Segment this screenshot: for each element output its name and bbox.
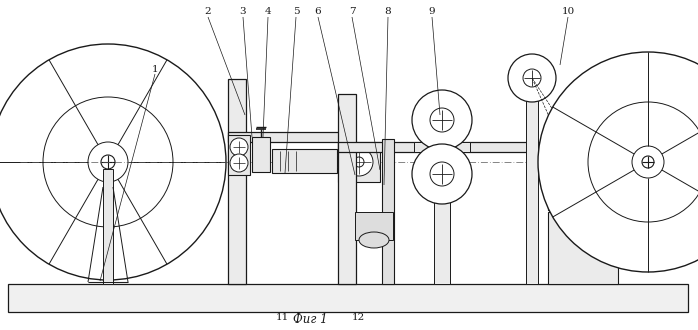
Circle shape bbox=[523, 69, 541, 87]
Bar bbox=[228, 132, 340, 142]
Text: 4: 4 bbox=[265, 8, 272, 16]
Bar bbox=[252, 137, 270, 172]
Circle shape bbox=[588, 102, 698, 222]
Circle shape bbox=[88, 142, 128, 182]
Circle shape bbox=[345, 148, 373, 176]
Circle shape bbox=[569, 208, 587, 226]
Bar bbox=[382, 139, 394, 284]
Bar bbox=[338, 142, 380, 182]
Text: 10: 10 bbox=[561, 8, 574, 16]
Bar bbox=[8, 284, 688, 312]
Bar bbox=[526, 64, 538, 284]
Ellipse shape bbox=[359, 232, 389, 248]
Text: 2: 2 bbox=[205, 8, 211, 16]
Circle shape bbox=[552, 122, 604, 174]
Text: 1: 1 bbox=[151, 65, 158, 75]
Circle shape bbox=[412, 90, 472, 150]
Text: 8: 8 bbox=[385, 8, 392, 16]
Circle shape bbox=[552, 156, 604, 208]
Text: 3: 3 bbox=[239, 8, 246, 16]
Text: 11: 11 bbox=[276, 314, 289, 322]
Text: 6: 6 bbox=[315, 8, 321, 16]
Bar bbox=[337, 155, 345, 167]
Bar bbox=[355, 212, 393, 240]
Circle shape bbox=[354, 157, 364, 167]
Bar bbox=[414, 142, 470, 152]
Text: 7: 7 bbox=[349, 8, 355, 16]
Circle shape bbox=[569, 173, 587, 191]
Text: 9: 9 bbox=[429, 8, 436, 16]
Circle shape bbox=[430, 108, 454, 132]
Circle shape bbox=[412, 144, 472, 204]
Bar bbox=[228, 135, 250, 175]
Polygon shape bbox=[88, 187, 128, 282]
Bar bbox=[228, 79, 246, 284]
Circle shape bbox=[230, 138, 248, 156]
Circle shape bbox=[538, 52, 698, 272]
Bar bbox=[434, 129, 450, 284]
Bar bbox=[272, 149, 337, 173]
Circle shape bbox=[642, 156, 654, 168]
Bar bbox=[103, 169, 113, 284]
Text: 5: 5 bbox=[292, 8, 299, 16]
Bar bbox=[338, 142, 583, 152]
Circle shape bbox=[569, 139, 587, 157]
Circle shape bbox=[552, 191, 604, 243]
Bar bbox=[338, 94, 356, 284]
Circle shape bbox=[230, 154, 248, 172]
Text: Фиг 1: Фиг 1 bbox=[292, 313, 327, 326]
Circle shape bbox=[430, 162, 454, 186]
Bar bbox=[548, 148, 618, 210]
Circle shape bbox=[632, 146, 664, 178]
Text: 12: 12 bbox=[351, 314, 364, 322]
Circle shape bbox=[43, 97, 173, 227]
Bar bbox=[548, 212, 618, 284]
Circle shape bbox=[101, 155, 115, 169]
Circle shape bbox=[0, 44, 226, 280]
Circle shape bbox=[508, 54, 556, 102]
